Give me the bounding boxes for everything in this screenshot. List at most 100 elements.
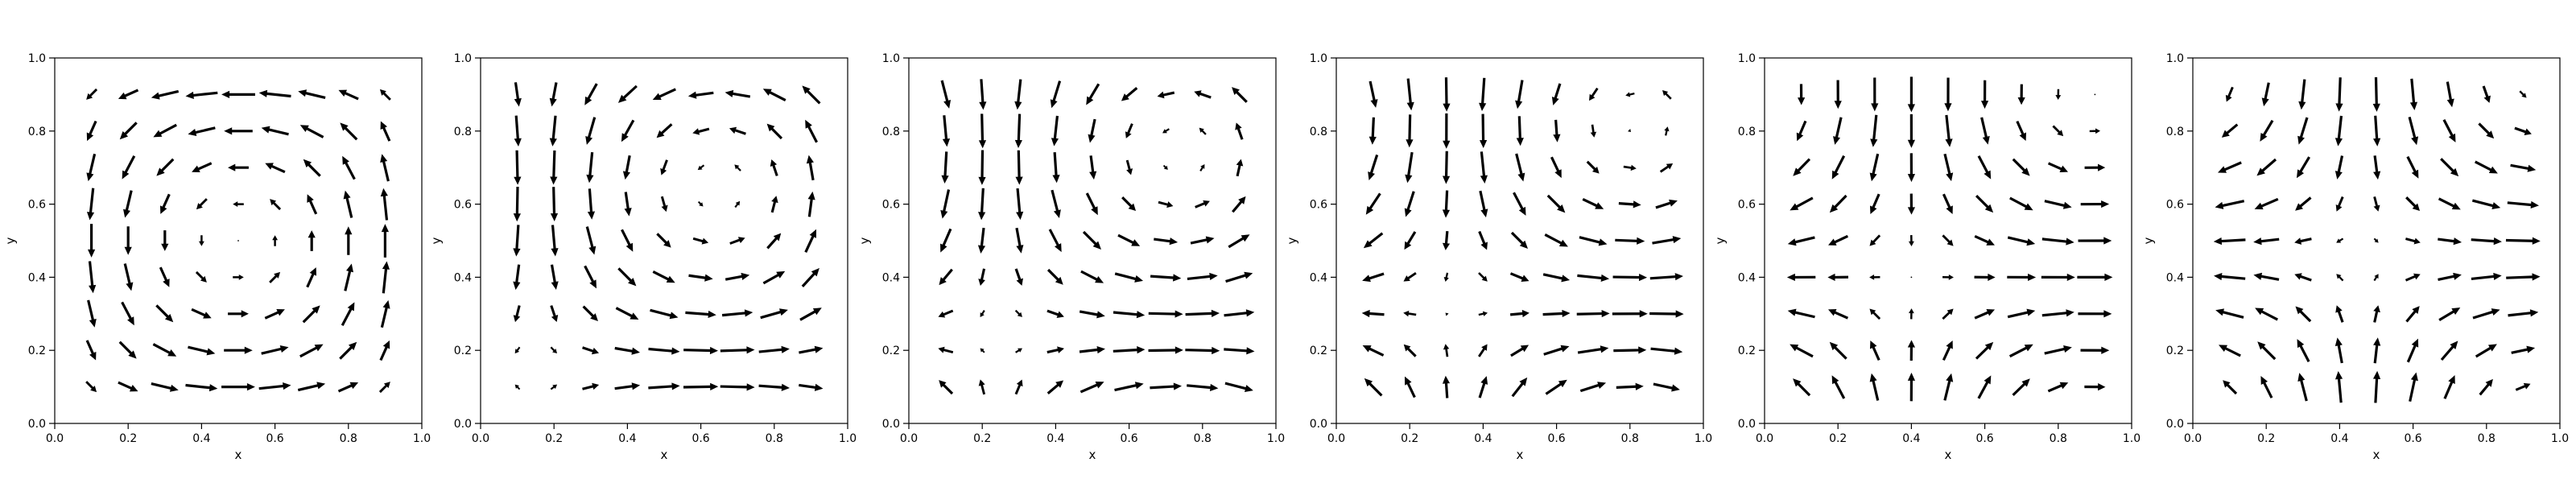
vector-arrow xyxy=(1052,152,1060,184)
vector-arrow xyxy=(2334,115,2343,147)
arrow-group xyxy=(1361,77,1684,398)
vector-arrow xyxy=(345,226,353,255)
vector-arrow xyxy=(1190,236,1215,245)
vector-arrow xyxy=(1833,117,1843,145)
vector-arrow xyxy=(1513,192,1526,216)
axes-frame xyxy=(54,57,423,424)
vector-arrow xyxy=(692,237,709,245)
vector-arrow xyxy=(650,308,679,320)
vector-arrow xyxy=(381,224,389,258)
vector-arrow xyxy=(1793,158,1811,176)
vector-arrow xyxy=(261,345,289,355)
y-tick-label: 1.0 xyxy=(1738,52,1756,65)
vector-arrow xyxy=(2297,373,2308,402)
vector-arrow xyxy=(233,201,244,208)
vector-arrow xyxy=(687,91,714,99)
vector-arrow xyxy=(379,340,390,361)
vector-arrow xyxy=(380,154,390,182)
vector-arrow xyxy=(343,190,353,218)
vector-arrow xyxy=(380,188,389,221)
vector-arrow xyxy=(1158,200,1174,208)
vector-arrow xyxy=(380,121,391,142)
vector-arrow xyxy=(123,263,134,291)
vector-arrow xyxy=(621,229,634,252)
vector-arrow xyxy=(1869,308,1881,320)
vector-arrow xyxy=(1224,382,1253,393)
y-tick-label: 0.2 xyxy=(28,345,46,357)
x-tick-label: 0.4 xyxy=(192,432,210,445)
vector-arrow xyxy=(1478,311,1488,316)
vector-arrow xyxy=(683,346,719,355)
vector-arrow xyxy=(1827,273,1849,282)
arrow-group xyxy=(2213,76,2541,403)
vector-arrow xyxy=(2084,163,2106,171)
vector-arrow xyxy=(2519,90,2527,98)
vector-arrow xyxy=(265,163,286,174)
vector-arrow xyxy=(2084,383,2106,391)
vector-arrow xyxy=(339,341,357,360)
x-tick-label: 0.0 xyxy=(2184,432,2202,445)
x-tick-label: 0.4 xyxy=(1902,432,1920,445)
x-tick-label: 1.0 xyxy=(1267,432,1285,445)
y-tick-label: 0.8 xyxy=(1310,126,1327,138)
vector-arrow xyxy=(2405,196,2421,212)
vector-arrow xyxy=(270,199,282,211)
vector-arrow xyxy=(514,150,522,185)
vector-arrow xyxy=(2515,382,2531,391)
vector-arrow xyxy=(118,341,137,359)
vector-arrow xyxy=(2373,305,2380,323)
vector-arrow xyxy=(1232,87,1248,103)
vector-arrow xyxy=(341,302,355,326)
vector-arrow xyxy=(1612,273,1648,282)
vector-arrow xyxy=(1980,117,1990,145)
vector-arrow xyxy=(1051,189,1061,219)
vector-arrow xyxy=(2406,338,2419,363)
vector-arrow xyxy=(1079,310,1105,319)
vector-arrow xyxy=(118,381,138,392)
vector-arrow xyxy=(1942,193,1953,214)
vector-arrow xyxy=(940,189,951,219)
vector-arrow xyxy=(617,85,638,103)
vector-arrow xyxy=(2041,237,2074,246)
vector-arrow xyxy=(2257,341,2277,361)
vector-arrow xyxy=(1909,308,1914,320)
vector-arrow xyxy=(514,115,522,147)
vector-arrow xyxy=(1550,156,1562,179)
vector-arrow xyxy=(2336,237,2344,243)
x-tick-label: 0.0 xyxy=(900,432,918,445)
vector-arrow xyxy=(550,384,558,390)
vector-arrow xyxy=(799,345,824,354)
y-tick-label: 0.8 xyxy=(1738,126,1756,138)
vector-arrow xyxy=(121,301,134,326)
vector-arrow xyxy=(2254,197,2279,210)
vector-arrow xyxy=(2334,337,2343,364)
vector-arrow xyxy=(1014,268,1023,286)
vector-arrow xyxy=(2260,376,2273,398)
vector-arrow xyxy=(513,305,521,323)
x-tick-label: 0.6 xyxy=(266,432,283,445)
vector-arrow xyxy=(1187,272,1218,281)
vector-arrow xyxy=(1150,274,1182,282)
x-axis-label: x xyxy=(1945,448,1952,462)
y-tick-label: 1.0 xyxy=(2166,52,2184,65)
vector-arrow xyxy=(1113,346,1146,354)
vector-arrow xyxy=(692,127,710,135)
vector-arrow xyxy=(1228,234,1250,249)
vector-arrow xyxy=(1908,235,1914,246)
x-tick-label: 1.0 xyxy=(839,432,857,445)
y-tick-label: 0.8 xyxy=(882,126,900,138)
vector-arrow xyxy=(582,382,600,390)
vector-arrow xyxy=(1406,114,1414,148)
vector-arrow xyxy=(1046,346,1064,354)
y-axis-label: y xyxy=(1713,237,1728,244)
x-tick-label: 0.8 xyxy=(1194,432,1212,445)
vector-arrow xyxy=(2052,125,2064,137)
vector-arrow xyxy=(2372,370,2381,403)
vector-arrow xyxy=(2482,85,2491,103)
y-tick-label: 0.2 xyxy=(454,345,472,357)
vector-arrow xyxy=(584,265,597,289)
vector-arrow xyxy=(1114,382,1144,392)
vector-arrow xyxy=(2080,200,2110,208)
vector-arrow xyxy=(2256,158,2277,176)
vector-arrow xyxy=(297,382,326,392)
